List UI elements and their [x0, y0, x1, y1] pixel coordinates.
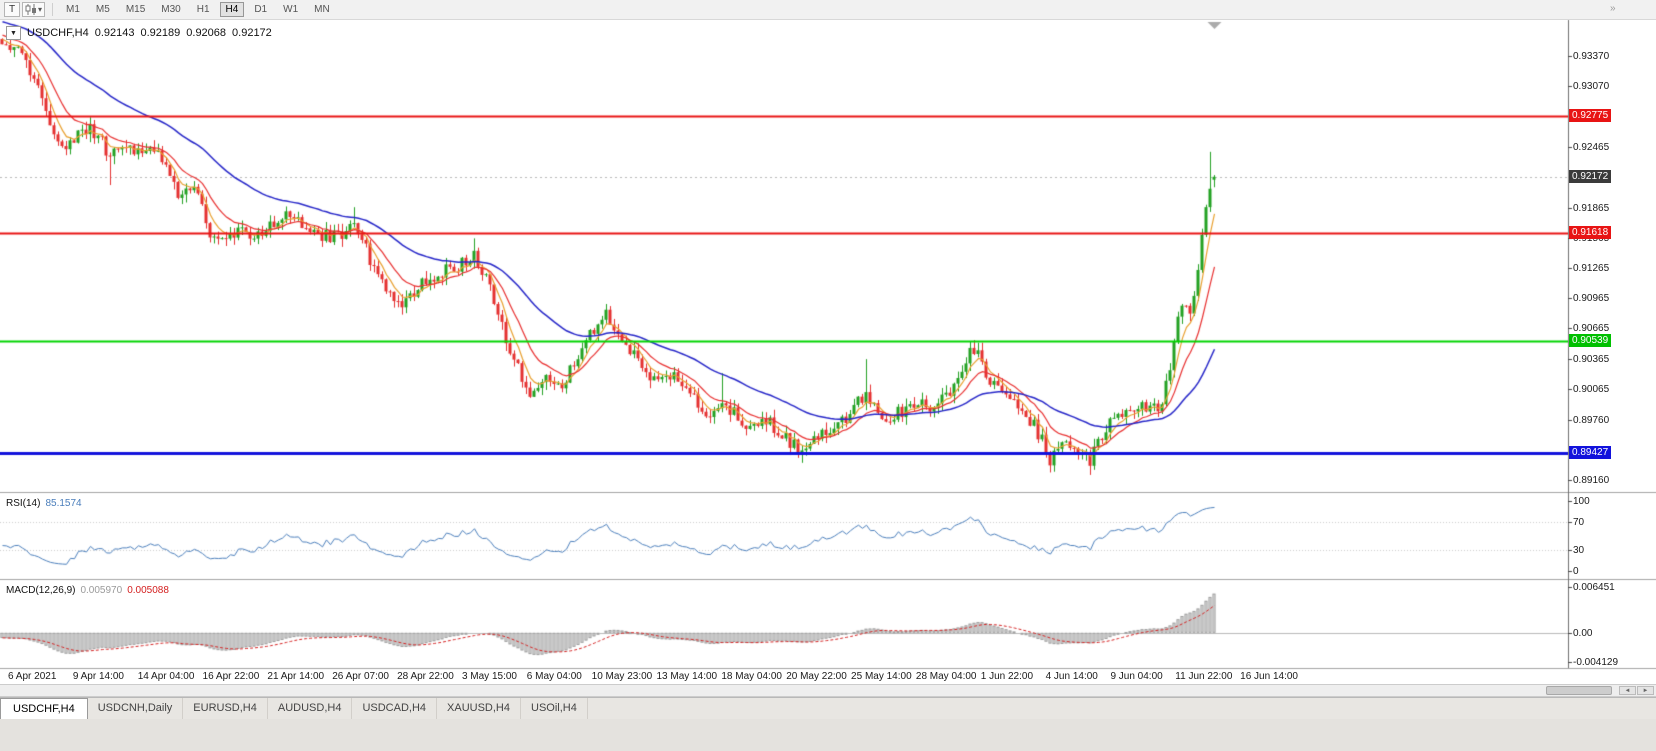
- price-line-badge: 0.90539: [1569, 334, 1612, 348]
- chart-canvas[interactable]: [0, 0, 1656, 672]
- timeframe-button-w1[interactable]: W1: [283, 4, 299, 15]
- price-tick-label: 0.93370: [1573, 51, 1610, 63]
- symbol-dropdown-button[interactable]: ▼: [6, 26, 21, 40]
- ohlc-close: 0.92172: [232, 27, 272, 39]
- timeframe-button-m15[interactable]: M15: [125, 4, 146, 15]
- time-label: 25 May 14:00: [851, 671, 912, 682]
- scrollbar-left-arrow-button[interactable]: ◄: [1619, 686, 1636, 695]
- macd-tick-label: 0.00: [1573, 627, 1593, 639]
- price-tick-label: 0.89760: [1573, 414, 1610, 426]
- time-label: 3 May 15:00: [461, 671, 517, 682]
- time-label: 21 Apr 14:00: [267, 671, 325, 682]
- chart-tab-usdchf[interactable]: USDCHF,H4: [0, 698, 88, 719]
- macd-tick-label: -0.004129: [1573, 656, 1619, 668]
- chart-type-button[interactable]: ▾: [22, 2, 46, 17]
- time-label: 28 Apr 22:00: [397, 671, 454, 682]
- h-scrollbar[interactable]: ◄ ►: [0, 684, 1656, 697]
- price-line-badge: 0.89427: [1569, 446, 1612, 460]
- price-tick-label: 0.91265: [1573, 263, 1610, 275]
- macd-name: MACD(12,26,9): [6, 585, 76, 596]
- timeframe-group: M1 M5 M15 M30 H1 H4 D1 W1 MN: [58, 2, 338, 17]
- timeframe-button-m1[interactable]: M1: [66, 4, 80, 15]
- chevron-down-icon: ▾: [38, 5, 43, 14]
- rsi-tick-label: 0: [1573, 566, 1579, 577]
- current-price-badge: 0.92172: [1569, 169, 1612, 183]
- timeframe-button-m5[interactable]: M5: [95, 4, 110, 15]
- toolbar: T ▾ M1 M5 M15 M30 H1 H4 D1 W1 MN »: [0, 0, 1656, 20]
- candlestick-chart-icon: [25, 4, 36, 15]
- time-label: 14 Apr 04:00: [137, 671, 195, 682]
- time-label: 16 Jun 14:00: [1240, 671, 1298, 682]
- chart-tab-xauusd[interactable]: XAUUSD,H4: [437, 698, 521, 719]
- price-tick-label: 0.92465: [1573, 142, 1610, 154]
- toolbar-separator: [52, 3, 54, 16]
- time-label: 6 May 04:00: [526, 671, 582, 682]
- price-tick-label: 0.90365: [1573, 353, 1610, 365]
- price-tick-label: 0.91865: [1573, 202, 1610, 214]
- time-label: 20 May 22:00: [786, 671, 847, 682]
- scrollbar-right-arrow-button[interactable]: ►: [1637, 686, 1654, 695]
- time-label: 10 May 23:00: [591, 671, 653, 682]
- ohlc-high: 0.92189: [140, 27, 181, 39]
- symbol-label: USDCHF,H4: [27, 27, 89, 39]
- rsi-name: RSI(14): [6, 498, 41, 509]
- tab-bar: USDCHF,H4 USDCNH,Daily EURUSD,H4 AUDUSD,H4 U…: [0, 697, 1656, 719]
- chart-tab-usdcad[interactable]: USDCAD,H4: [352, 698, 438, 719]
- time-label: 13 May 14:00: [656, 671, 718, 682]
- chart-tab-usoil[interactable]: USOil,H4: [521, 698, 588, 719]
- toolbar-overflow-icon[interactable]: »: [1610, 3, 1616, 14]
- chart-tab-audusd[interactable]: AUDUSD,H4: [268, 698, 353, 719]
- price-tick-label: 0.90965: [1573, 293, 1610, 305]
- chart-tab-eurusd[interactable]: EURUSD,H4: [183, 698, 268, 719]
- price-tick-label: 0.93070: [1573, 81, 1610, 93]
- price-line-badge: 0.91618: [1569, 225, 1612, 239]
- timeframe-button-d1[interactable]: D1: [254, 4, 268, 15]
- time-label: 9 Apr 14:00: [72, 671, 124, 682]
- time-label: 6 Apr 2021: [8, 671, 57, 682]
- time-label: 9 Jun 04:00: [1110, 671, 1163, 682]
- rsi-tick-label: 70: [1573, 517, 1585, 528]
- price-tick-label: 0.90065: [1573, 383, 1610, 395]
- templates-button[interactable]: T: [4, 2, 20, 17]
- macd-main-value: 0.005970: [80, 585, 123, 596]
- ohlc-open: 0.92143: [94, 27, 135, 39]
- price-tick-label: 0.90665: [1573, 323, 1610, 335]
- scrollbar-thumb[interactable]: [1546, 686, 1612, 695]
- timeframe-button-mn[interactable]: MN: [314, 4, 330, 15]
- price-line-badge: 0.92775: [1569, 109, 1612, 123]
- chart-tab-usdcnh[interactable]: USDCNH,Daily: [88, 698, 184, 719]
- timeframe-button-h1[interactable]: H1: [196, 4, 210, 15]
- rsi-value: 85.1574: [45, 498, 82, 509]
- timeframe-button-m30[interactable]: M30: [161, 4, 181, 15]
- price-tick-label: 0.89160: [1573, 474, 1610, 486]
- macd-label: MACD(12,26,9) 0.005970 0.005088: [6, 585, 169, 596]
- time-label: 11 Jun 22:00: [1175, 671, 1233, 682]
- timeframe-button-h4[interactable]: H4: [219, 2, 245, 17]
- status-filler: [0, 719, 1656, 751]
- macd-signal-value: 0.005088: [127, 585, 169, 596]
- rsi-label: RSI(14) 85.1574: [6, 498, 82, 509]
- time-label: 4 Jun 14:00: [1045, 671, 1098, 682]
- time-label: 26 Apr 07:00: [332, 671, 389, 682]
- time-label: 18 May 04:00: [721, 671, 782, 682]
- rsi-tick-label: 30: [1573, 545, 1585, 556]
- time-label: 1 Jun 22:00: [980, 671, 1034, 682]
- chart-header: ▼ USDCHF,H4 0.92143 0.92189 0.92068 0.92…: [6, 26, 272, 40]
- macd-tick-label: 0.006451: [1573, 582, 1615, 594]
- ohlc-low: 0.92068: [186, 27, 227, 39]
- rsi-tick-label: 100: [1573, 496, 1590, 507]
- time-label: 16 Apr 22:00: [202, 671, 260, 682]
- time-label: 28 May 04:00: [915, 671, 977, 682]
